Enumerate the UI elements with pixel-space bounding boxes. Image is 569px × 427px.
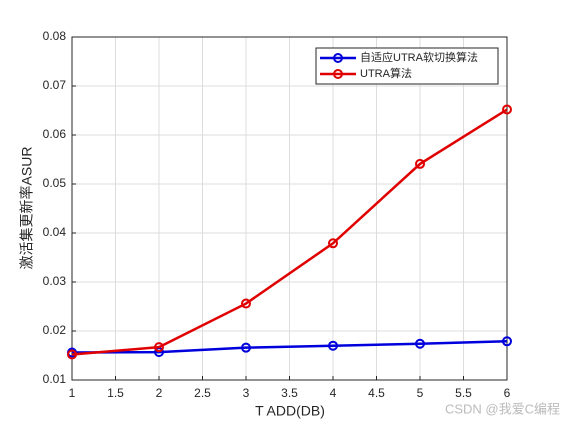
- x-tick-label: 1.5: [107, 386, 124, 400]
- legend-marker: [333, 69, 343, 79]
- y-tick-label: 0.03: [43, 274, 67, 288]
- plot-frame: [71, 36, 508, 381]
- x-tick-label: 2: [156, 386, 163, 400]
- x-tick-label: 5: [417, 386, 424, 400]
- y-tick-label: 0.05: [43, 176, 67, 190]
- legend-box: [315, 47, 499, 85]
- x-tick-label: 6: [504, 386, 511, 400]
- marker: [328, 340, 338, 351]
- y-tick-label: 0.08: [43, 29, 67, 43]
- marker: [67, 349, 77, 360]
- y-tick-label: 0.04: [43, 225, 67, 239]
- y-tick-label: 0.06: [43, 127, 67, 141]
- marker: [328, 238, 338, 249]
- marker: [415, 158, 425, 169]
- legend-marker: [333, 53, 343, 63]
- y-tick-label: 0.07: [43, 78, 67, 92]
- marker: [502, 336, 512, 347]
- marker: [415, 338, 425, 349]
- series-line: [71, 108, 508, 356]
- marker: [154, 342, 164, 353]
- x-tick-label: 4: [330, 386, 337, 400]
- y-axis-label: 激活集更新率ASUR: [19, 147, 35, 270]
- x-tick-label: 5.5: [455, 386, 472, 400]
- series-line: [71, 340, 508, 354]
- marker: [241, 342, 251, 353]
- legend-label: UTRA算法: [360, 66, 412, 80]
- legend-label: 自适应UTRA软切换算法: [360, 50, 478, 64]
- x-tick-label: 3: [243, 386, 250, 400]
- x-tick-label: 2.5: [194, 386, 211, 400]
- x-tick-label: 1: [69, 386, 76, 400]
- x-tick-label: 4.5: [368, 386, 385, 400]
- x-axis-label: T ADD(DB): [255, 403, 325, 419]
- watermark: CSDN @我爱C编程: [445, 401, 560, 416]
- marker: [502, 104, 512, 115]
- y-tick-label: 0.02: [43, 323, 67, 337]
- marker: [241, 298, 251, 309]
- x-tick-label: 3.5: [281, 386, 298, 400]
- y-tick-label: 0.01: [43, 372, 67, 386]
